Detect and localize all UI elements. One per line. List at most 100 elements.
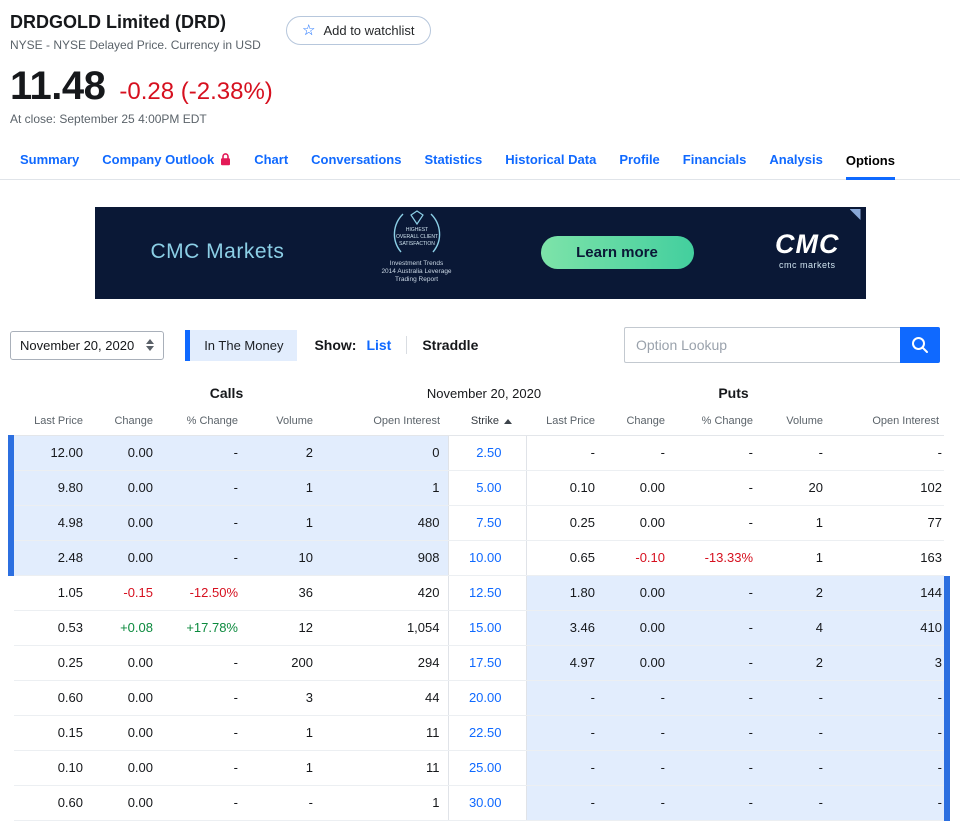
option-cell: 480	[321, 505, 448, 541]
option-cell: 0.15	[11, 715, 91, 751]
option-cell: -	[161, 435, 246, 471]
option-cell: 0.00	[603, 575, 673, 611]
col-puts-open-interest: Open Interest	[831, 415, 947, 436]
table-section-titles: Calls November 20, 2020 Puts	[8, 385, 944, 401]
ad-award-badge: HIGHEST OVERALL CLIENT SATISFACTION Inve…	[371, 209, 463, 284]
ad-logo: CMC cmc markets	[775, 231, 840, 271]
option-cell: -	[761, 750, 831, 786]
select-arrows-icon	[146, 339, 155, 351]
star-icon: ☆	[302, 22, 316, 39]
search-icon	[912, 337, 928, 353]
learn-more-button[interactable]: Learn more	[540, 236, 694, 269]
strike-cell[interactable]: 7.50	[447, 505, 527, 541]
option-cell: -	[761, 785, 831, 821]
option-cell: -	[673, 435, 761, 471]
option-cell: -	[603, 680, 673, 716]
strike-cell[interactable]: 15.00	[447, 610, 527, 646]
strike-cell[interactable]: 20.00	[447, 680, 527, 716]
strike-cell[interactable]: 12.50	[447, 575, 527, 611]
option-cell: 12	[246, 610, 321, 646]
tab-summary[interactable]: Summary	[20, 152, 80, 167]
option-cell: 0.00	[91, 680, 161, 716]
page-title: DRDGOLD Limited (DRD)	[10, 12, 226, 32]
option-cell: -	[673, 645, 761, 681]
tab-conversations[interactable]: Conversations	[311, 152, 402, 167]
option-row: 2.48 0.00-10 908 10.00 0.65 -0.10 -13.33% 1 163	[8, 540, 947, 576]
watchlist-label: Add to watchlist	[323, 23, 415, 38]
option-cell: 163	[831, 540, 947, 576]
strike-cell[interactable]: 22.50	[447, 715, 527, 751]
option-cell: 2	[246, 435, 321, 471]
lock-icon	[221, 153, 231, 166]
strike-cell[interactable]: 25.00	[447, 750, 527, 786]
tab-chart[interactable]: Chart	[254, 152, 289, 167]
col-calls-pct-change: % Change	[161, 415, 246, 436]
add-to-watchlist-button[interactable]: ☆ Add to watchlist	[286, 16, 431, 45]
col-strike-sortable[interactable]: Strike	[448, 415, 526, 436]
option-cell: -	[526, 680, 603, 716]
option-cell: 4.97	[526, 645, 603, 681]
option-cell: 4.98	[8, 505, 91, 541]
quote-nav: Summary Company Outlook Chart Conversati…	[0, 140, 960, 180]
option-cell: -	[161, 785, 246, 821]
option-cell: 144	[831, 575, 950, 611]
option-cell: 20	[761, 470, 831, 506]
show-straddle-link[interactable]: Straddle	[422, 337, 479, 353]
option-cell: -	[831, 715, 950, 751]
ad-banner[interactable]: CMC Markets HIGHEST OVERALL CLIENT SATIS…	[94, 207, 866, 299]
option-cell: -	[673, 575, 761, 611]
option-cell: -	[831, 785, 950, 821]
tab-statistics[interactable]: Statistics	[424, 152, 483, 167]
strike-cell[interactable]: 5.00	[447, 470, 527, 506]
expiration-title: November 20, 2020	[426, 385, 542, 401]
option-cell: 0	[321, 435, 448, 471]
option-cell: 4	[761, 610, 831, 646]
puts-title: Puts	[718, 385, 749, 401]
option-cell: -12.50%	[161, 575, 246, 611]
option-cell: -	[161, 750, 246, 786]
option-row: 9.80 0.00-1 1 5.00 0.10 0.00-20 102	[8, 470, 947, 506]
option-cell: 0.00	[603, 610, 673, 646]
option-cell: 1	[246, 470, 321, 506]
tab-profile[interactable]: Profile	[619, 152, 660, 167]
ad-caption-line: Investment Trends	[389, 260, 444, 267]
option-cell: +17.78%	[161, 610, 246, 646]
option-cell: 10	[246, 540, 321, 576]
option-cell: 9.80	[8, 470, 91, 506]
strike-cell[interactable]: 17.50	[447, 645, 527, 681]
option-cell: 410	[831, 610, 950, 646]
tab-options[interactable]: Options	[845, 140, 895, 180]
option-cell: 0.65	[526, 540, 603, 576]
strike-cell[interactable]: 30.00	[447, 785, 527, 821]
option-cell: -	[526, 435, 603, 471]
option-cell: 0.00	[603, 645, 673, 681]
option-lookup-input[interactable]	[624, 327, 900, 363]
option-cell: -	[673, 610, 761, 646]
strike-cell[interactable]: 10.00	[447, 540, 527, 576]
option-cell: -	[603, 715, 673, 751]
ad-choices-icon[interactable]	[849, 209, 861, 220]
option-cell: 11	[321, 715, 448, 751]
tab-financials[interactable]: Financials	[682, 152, 747, 167]
exchange-subtitle: NYSE - NYSE Delayed Price. Currency in U…	[10, 38, 261, 52]
option-cell: -	[161, 505, 246, 541]
option-cell: -	[673, 470, 761, 506]
option-cell: 0.25	[11, 645, 91, 681]
expiration-date-select[interactable]: November 20, 2020	[10, 330, 165, 360]
option-cell: -	[673, 715, 761, 751]
strike-cell[interactable]: 2.50	[447, 435, 527, 471]
in-the-money-toggle[interactable]: In The Money	[185, 329, 298, 361]
tab-analysis[interactable]: Analysis	[769, 152, 823, 167]
search-button[interactable]	[900, 327, 940, 363]
option-row: 0.53 +0.08 +17.78% 12 1,054 15.00 3.46 0.00-4 41…	[11, 610, 950, 646]
option-cell: -	[161, 715, 246, 751]
tab-company-outlook[interactable]: Company Outlook	[102, 140, 231, 179]
option-cell: 3	[831, 645, 950, 681]
show-list-link[interactable]: List	[366, 337, 392, 353]
option-cell: 0.00	[91, 470, 161, 506]
tab-historical-data[interactable]: Historical Data	[505, 152, 597, 167]
option-lookup	[624, 327, 940, 363]
col-calls-change: Change	[91, 415, 161, 436]
last-price: 11.48	[10, 64, 106, 108]
laurel-badge-icon: HIGHEST OVERALL CLIENT SATISFACTION	[393, 210, 440, 253]
